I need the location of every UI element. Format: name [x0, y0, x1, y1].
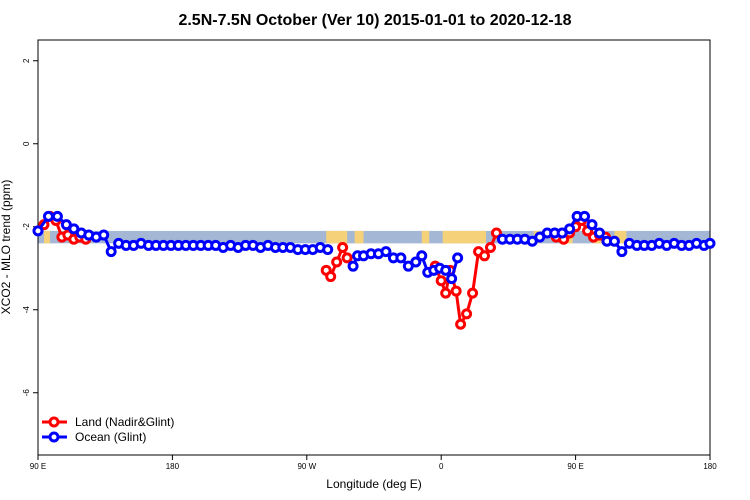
- series-1-point-0-1: [42, 210, 54, 222]
- series-0-point-2-6: [461, 308, 473, 320]
- series-0-point-2-11: [490, 227, 502, 239]
- y-tick-label-1: 0: [22, 141, 31, 146]
- series-1-point-0-0: [32, 225, 44, 237]
- series-0-point-2-7: [467, 287, 479, 299]
- series-1-point-1-15: [446, 273, 458, 285]
- series-1-point-0-8: [98, 229, 110, 241]
- series-1-point-1-9: [410, 256, 422, 268]
- y-axis-label: XCO2 - MLO trend (ppm): [0, 180, 13, 315]
- x-tick-label-3: 0: [439, 462, 444, 471]
- x-axis: 90 E 180 90 W 0 90 E 180: [30, 455, 717, 471]
- series-1-point-0-9: [105, 246, 117, 258]
- land-strip-segment-3: [354, 230, 364, 244]
- legend-swatch-ocean-marker: [48, 431, 60, 443]
- series-1-point-2-28: [704, 237, 716, 249]
- x-tick-label-2: 90 W: [297, 462, 316, 471]
- x-tick-label-1: 180: [166, 462, 180, 471]
- legend: Land (Nadir&Glint) Ocean (Glint): [42, 415, 174, 444]
- series-1-point-2-11: [579, 210, 591, 222]
- land-strip-segment-5: [442, 230, 486, 244]
- legend-item-ocean: Ocean (Glint): [42, 430, 146, 444]
- legend-item-land: Land (Nadir&Glint): [42, 415, 174, 429]
- y-axis: 2 0 -2 -4 -6: [22, 58, 38, 396]
- series-0-point-2-2: [440, 287, 452, 299]
- series-0-point-2-1: [435, 275, 447, 287]
- series-0-point-1-4: [341, 252, 353, 264]
- series-1-point-1-16: [452, 252, 464, 264]
- series-1-point-2-13: [593, 227, 605, 239]
- series-1-point-0-2: [51, 210, 63, 222]
- series-1-point-1-5: [380, 246, 392, 258]
- land-strip-segment-2: [326, 230, 348, 244]
- series-layer: [32, 210, 716, 330]
- x-tick-label-0: 90 E: [30, 462, 46, 471]
- y-tick-label-2: -2: [22, 223, 31, 231]
- series-1-point-1-7: [395, 252, 407, 264]
- series-0-point-1-3: [337, 242, 349, 253]
- series-0-point-1-1: [325, 271, 337, 283]
- x-axis-label: Longitude (deg E): [326, 477, 421, 491]
- y-tick-label-3: -4: [22, 306, 31, 314]
- land-strip-segment-9: [614, 230, 627, 244]
- series-1-point-2-16: [616, 246, 628, 258]
- series-1-point-2-15: [608, 235, 620, 247]
- series-1-point-1-0: [347, 260, 359, 272]
- legend-label-land: Land (Nadir&Glint): [75, 415, 174, 429]
- series-1-point-0-38: [322, 244, 334, 256]
- series-1-point-1-10: [416, 250, 428, 262]
- land-strip-segment-0: [43, 230, 50, 244]
- series-1-point-2-9: [564, 223, 576, 235]
- land-strip-segment-4: [421, 230, 430, 244]
- x-tick-label-4: 90 E: [567, 462, 583, 471]
- series-1-point-1-14: [440, 264, 452, 276]
- y-tick-label-4: -6: [22, 389, 31, 397]
- series-1-point-2-12: [586, 219, 598, 231]
- series-1: [32, 210, 716, 285]
- legend-label-ocean: Ocean (Glint): [75, 430, 146, 444]
- series-0-point-1-2: [331, 256, 343, 268]
- series-0-point-2-10: [484, 242, 496, 253]
- series-0-point-2-5: [455, 318, 467, 330]
- series-0-point-2-4: [450, 285, 462, 297]
- legend-swatch-land-marker: [48, 416, 60, 428]
- chart-title: 2.5N-7.5N October (Ver 10) 2015-01-01 to…: [178, 12, 571, 29]
- x-tick-label-5: 180: [703, 462, 717, 471]
- y-tick-label-0: 2: [22, 58, 31, 63]
- series-0-point-2-9: [479, 250, 491, 262]
